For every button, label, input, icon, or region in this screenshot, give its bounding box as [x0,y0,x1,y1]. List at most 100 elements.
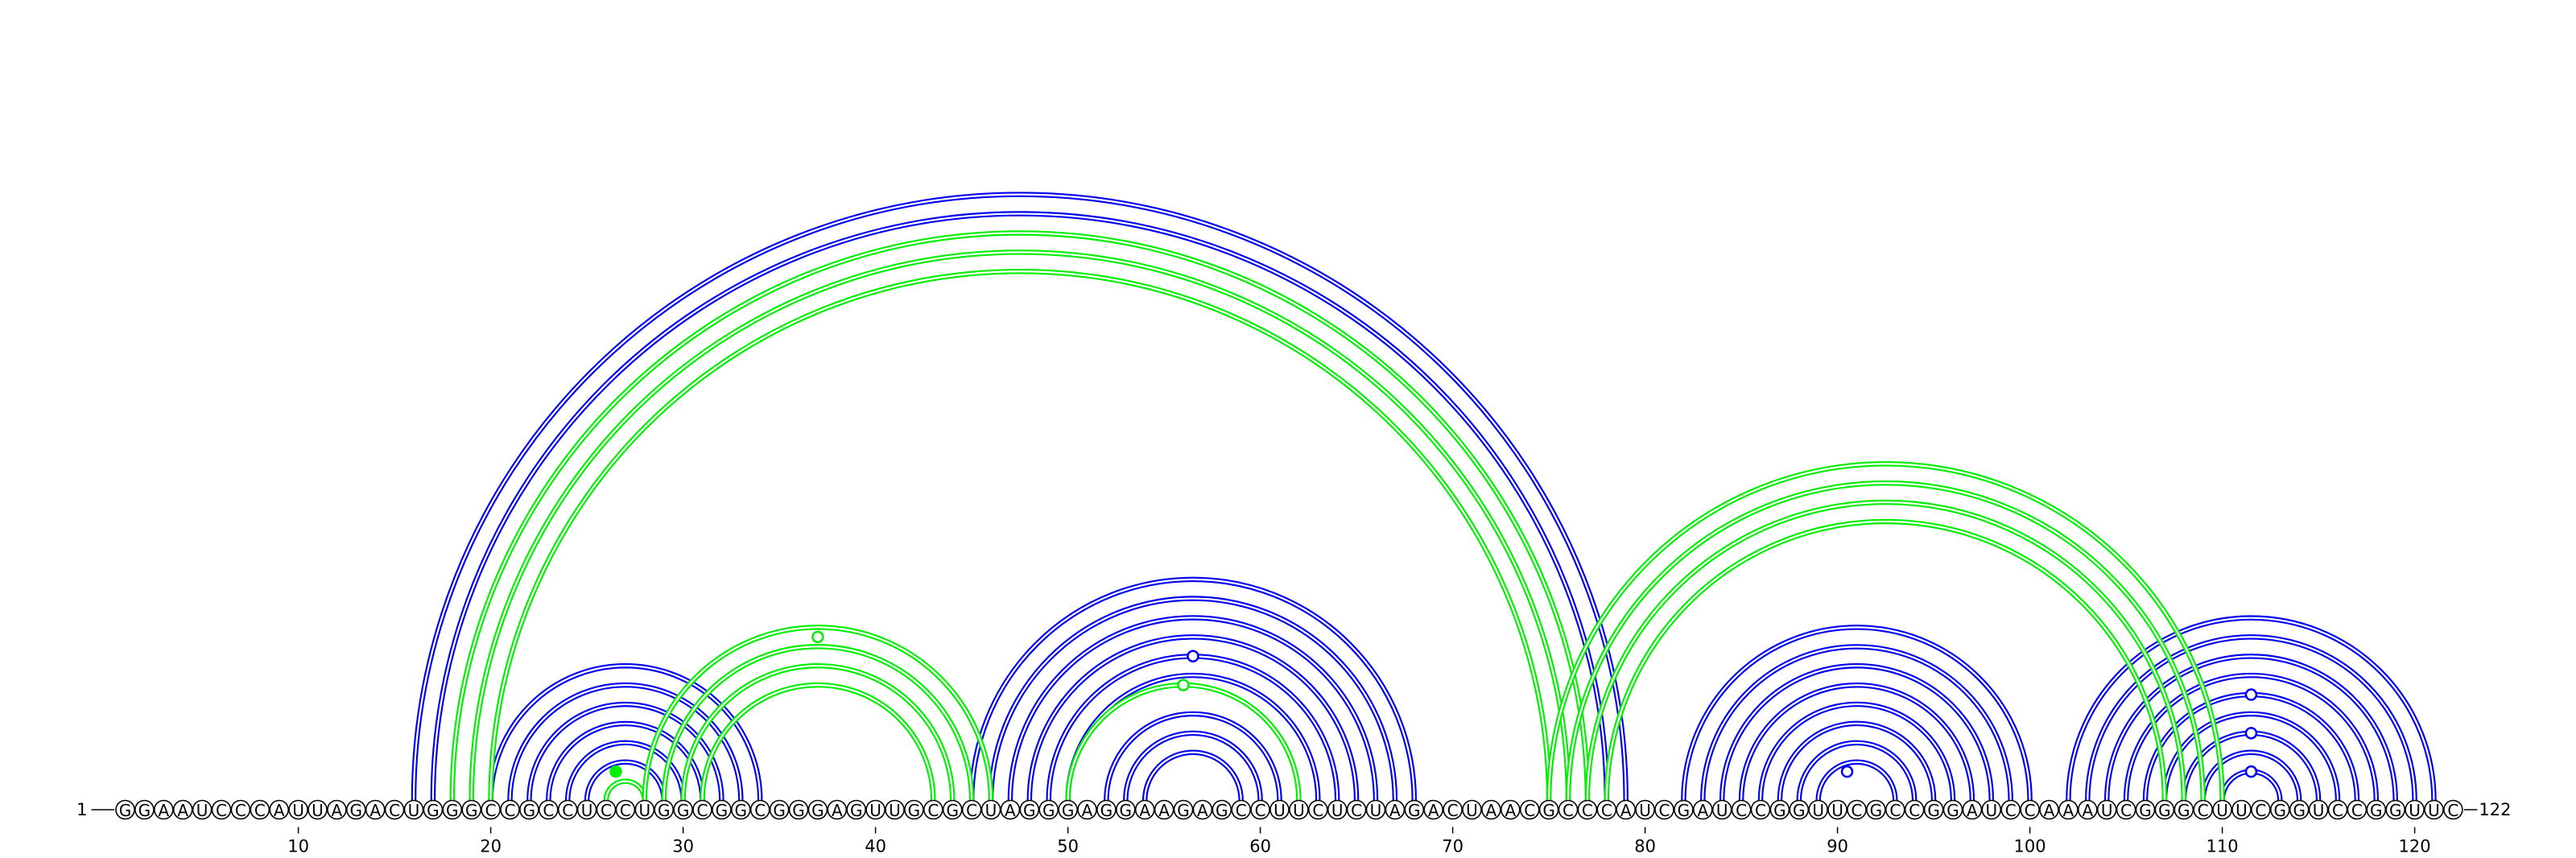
green-base-pair-arc [449,230,1591,801]
tick-label: 80 [1634,837,1656,856]
nucleotide-letter: G [2293,801,2306,820]
nucleotide: G [1212,799,1232,820]
nucleotide: C [1558,799,1579,820]
nucleotide: G [1096,799,1117,820]
blue-base-pair-arc [2123,672,2380,801]
nucleotide-letter: C [927,801,939,820]
nucleotide: U [403,799,424,820]
nucleotide: U [980,799,1001,820]
nucleotide: U [2405,799,2425,820]
nucleotide-letter: C [1447,801,1459,820]
nucleotide-letter: G [773,801,786,820]
nucleotide-letter: G [1793,801,1806,820]
nucleotide: G [788,799,809,820]
nucleotide-letter: G [2274,801,2287,820]
nucleotide: U [192,799,213,820]
nucleotide-letter: U [1831,801,1843,820]
nucleotide: G [2135,799,2156,820]
nucleotide-letter: U [408,801,420,820]
nucleotide-letter: A [177,801,188,820]
nucleotide: G [1674,799,1694,820]
nucleotide: U [2096,799,2117,820]
nucleotide-letter: G [908,801,921,820]
green-base-pair-arc [488,269,1552,801]
nucleotide-letter: C [1312,801,1323,820]
nucleotide-letter: C [2351,801,2363,820]
nucleotide: C [1577,799,1598,820]
nucleotide: G [345,799,366,820]
nucleotide: C [1346,799,1367,820]
nucleotide: A [1077,799,1097,820]
green-base-pair-arc [1584,499,2187,801]
nucleotide-letter: G [1177,801,1190,820]
nucleotide: C [1654,799,1674,820]
tick-label: 90 [1827,837,1848,856]
nucleotide: A [1192,799,1213,820]
position-axis: 10 20 30 40 50 60 70 80 90 100 110 120 [287,827,2431,856]
nucleotide: G [712,799,732,820]
nucleotide-letter: G [1870,801,1883,820]
green-base-pair-arc [603,778,648,801]
nucleotide-letter: G [523,801,536,820]
nucleotide: C [923,799,943,820]
nucleotide-letter: G [1542,801,1555,820]
blue-base-pair-arc [1777,720,1937,801]
nucleotide: U [576,799,597,820]
blue-base-pair-arc [1681,625,2033,801]
blue-base-pair-arc [968,576,1418,801]
nucleotide-letter: C [2447,801,2458,820]
nucleotide-letter: U [889,801,901,820]
nucleotide-letter: G [138,801,151,820]
nucleotide-letter: U [581,801,593,820]
nucleotide-letter: C [2255,801,2266,820]
nucleotide: A [1616,799,1636,820]
nucleotide: A [1385,799,1406,820]
nucleotide-letter: C [2025,801,2036,820]
nucleotide: G [1116,799,1136,820]
nucleotide: U [885,799,905,820]
nucleotide: G [942,799,963,820]
nucleotide: C [211,799,232,820]
nucleotide-letter: G [2178,801,2190,820]
nucleotide: G [2289,799,2310,820]
nucleotide-letter: G [716,801,729,820]
nucleotide: C [1443,799,1463,820]
nucleotide: C [250,799,270,820]
nucleotide: G [654,799,675,820]
nucleotide-letter: G [946,801,959,820]
nucleotide-letter: U [1985,801,1997,820]
nucleotide: G [2366,799,2387,820]
nucleotide-letter: G [465,801,478,820]
blue-base-pair-arc [2066,615,2437,801]
nucleotide-letter: U [2313,801,2325,820]
nucleotide: U [2231,799,2252,820]
nucleotide-letter: U [196,801,208,820]
nucleotide-letter: G [2158,801,2171,820]
nucleotide-letter: U [292,801,304,820]
nucleotide: A [1501,799,1521,820]
blue-base-pair-arc [507,682,744,801]
nucleotide: C [2020,799,2040,820]
nucleotide: A [2039,799,2059,820]
nucleotide: G [519,799,539,820]
tick-label: 30 [672,837,694,856]
green-base-pair-arc [642,625,994,801]
nucleotide: G [134,799,155,820]
nucleotide-letter: A [1967,801,1978,820]
nucleotide-letter: G [811,801,824,820]
nucleotide: G [807,799,828,820]
nucleotide: A [1000,799,1021,820]
nucleotide: G [442,799,463,820]
nucleotide-letter: C [562,801,573,820]
blue-loop-marker [1840,765,1854,778]
nucleotide-letter: A [1197,801,1208,820]
nucleotide-letter: U [985,801,997,820]
nucleotide-letter: C [1736,801,1747,820]
nucleotide: C [2347,799,2368,820]
nucleotide-letter: C [505,801,516,820]
nucleotide: C [2251,799,2271,820]
nucleotide-letter: C [2120,801,2132,820]
nucleotide-letter: G [735,801,748,820]
nucleotide: C [1519,799,1540,820]
nucleotide: U [1827,799,1847,820]
